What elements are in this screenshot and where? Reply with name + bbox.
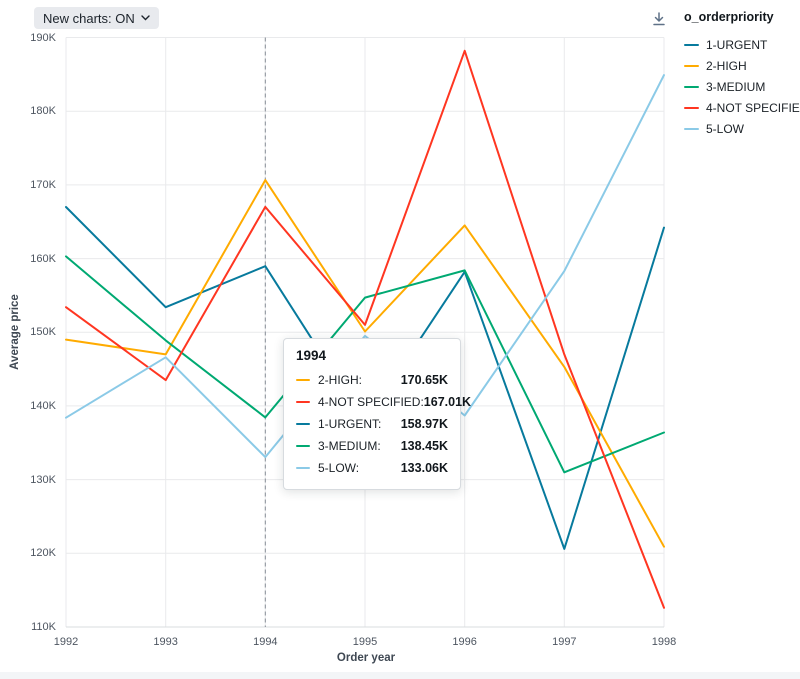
legend-item-label: 3-MEDIUM: [706, 79, 766, 94]
tooltip-series-label: 2-HIGH:: [318, 373, 363, 387]
tooltip-row: 3-MEDIUM: 138.45K: [296, 435, 448, 457]
x-tick-label: 1992: [53, 636, 79, 648]
legend-item-4-not-specified[interactable]: 4-NOT SPECIFIED: [684, 97, 800, 118]
tooltip-rows: 2-HIGH: 170.65K 4-NOT SPECIFIED: 167.01K 1-U…: [296, 369, 471, 479]
tooltip-series-swatch-icon: [296, 401, 310, 403]
legend-item-3-medium[interactable]: 3-MEDIUM: [684, 76, 796, 97]
legend-swatch-icon: [684, 64, 699, 67]
series-line-2-high[interactable]: [65, 179, 665, 548]
new-charts-label: New charts: ON: [43, 10, 135, 26]
tooltip-row: 4-NOT SPECIFIED: 167.01K: [296, 391, 471, 413]
y-tick-label: 190K: [30, 31, 56, 44]
tooltip-series-swatch-icon: [296, 467, 310, 469]
new-charts-toggle[interactable]: New charts: ON: [34, 7, 159, 29]
legend: o_orderpriority 1-URGENT 2-HIGH 3-MEDIUM 4-…: [684, 10, 800, 139]
y-tick-label: 170K: [30, 178, 56, 191]
legend-swatch-icon: [684, 43, 699, 46]
tooltip-series-value: 170.65K: [400, 373, 448, 387]
tooltip-row: 5-LOW: 133.06K: [296, 457, 448, 479]
x-tick-label: 1994: [253, 636, 278, 648]
tooltip-series-value: 133.06K: [400, 461, 448, 475]
x-tick-label: 1996: [452, 636, 477, 648]
tooltip: 1994 2-HIGH: 170.65K 4-NOT SPECIFIED: 167.0…: [283, 338, 471, 490]
legend-swatch-icon: [684, 85, 699, 88]
legend-item-2-high[interactable]: 2-HIGH: [684, 55, 796, 76]
tooltip-series-label: 5-LOW:: [318, 461, 360, 475]
x-tick-label: 1993: [153, 636, 178, 648]
tooltip-series-label: 4-NOT SPECIFIED:: [318, 395, 424, 409]
x-axis-title: Order year: [336, 652, 396, 664]
x-tick-label: 1995: [352, 636, 378, 648]
y-tick-label: 110K: [31, 621, 56, 633]
series-line-4-not-specified[interactable]: [65, 49, 665, 609]
x-tick-label: 1998: [651, 636, 677, 648]
y-tick-label: 140K: [30, 399, 56, 412]
legend-item-5-low[interactable]: 5-LOW: [684, 118, 796, 139]
download-icon: [653, 12, 665, 26]
tooltip-series-swatch-icon: [296, 445, 310, 447]
tooltip-series-value: 158.97K: [400, 417, 448, 431]
download-button[interactable]: [648, 8, 670, 30]
legend-title: o_orderpriority: [684, 10, 774, 24]
legend-item-label: 1-URGENT: [706, 37, 768, 52]
series-line-3-medium[interactable]: [65, 255, 665, 474]
tooltip-series-value: 167.01K: [423, 395, 472, 409]
tooltip-series-swatch-icon: [296, 379, 310, 381]
legend-swatch-icon: [684, 106, 699, 109]
y-tick-label: 130K: [30, 473, 56, 486]
bottom-strip: [0, 672, 800, 679]
tooltip-title: 1994: [296, 348, 327, 363]
legend-item-label: 2-HIGH: [706, 58, 747, 73]
tooltip-series-label: 3-MEDIUM:: [318, 439, 381, 453]
x-tick-label: 1997: [552, 636, 577, 648]
y-tick-label: 150K: [30, 326, 56, 339]
tooltip-row: 1-URGENT: 158.97K: [296, 413, 448, 435]
legend-item-label: 4-NOT SPECIFIED: [706, 100, 800, 115]
series-line-5-low[interactable]: [65, 74, 665, 459]
legend-item-1-urgent[interactable]: 1-URGENT: [684, 34, 796, 55]
tooltip-series-label: 1-URGENT:: [318, 417, 382, 431]
y-tick-label: 120K: [30, 547, 56, 560]
tooltip-series-swatch-icon: [296, 423, 310, 425]
legend-swatch-icon: [684, 127, 699, 130]
tooltip-series-value: 138.45K: [400, 439, 448, 453]
y-tick-label: 160K: [30, 252, 56, 265]
legend-items: 1-URGENT 2-HIGH 3-MEDIUM 4-NOT SPECIFIED 5-L…: [684, 34, 800, 139]
tooltip-row: 2-HIGH: 170.65K: [296, 369, 448, 391]
chevron-down-icon: [141, 15, 150, 21]
legend-item-label: 5-LOW: [706, 121, 745, 136]
y-tick-label: 180K: [30, 105, 56, 118]
